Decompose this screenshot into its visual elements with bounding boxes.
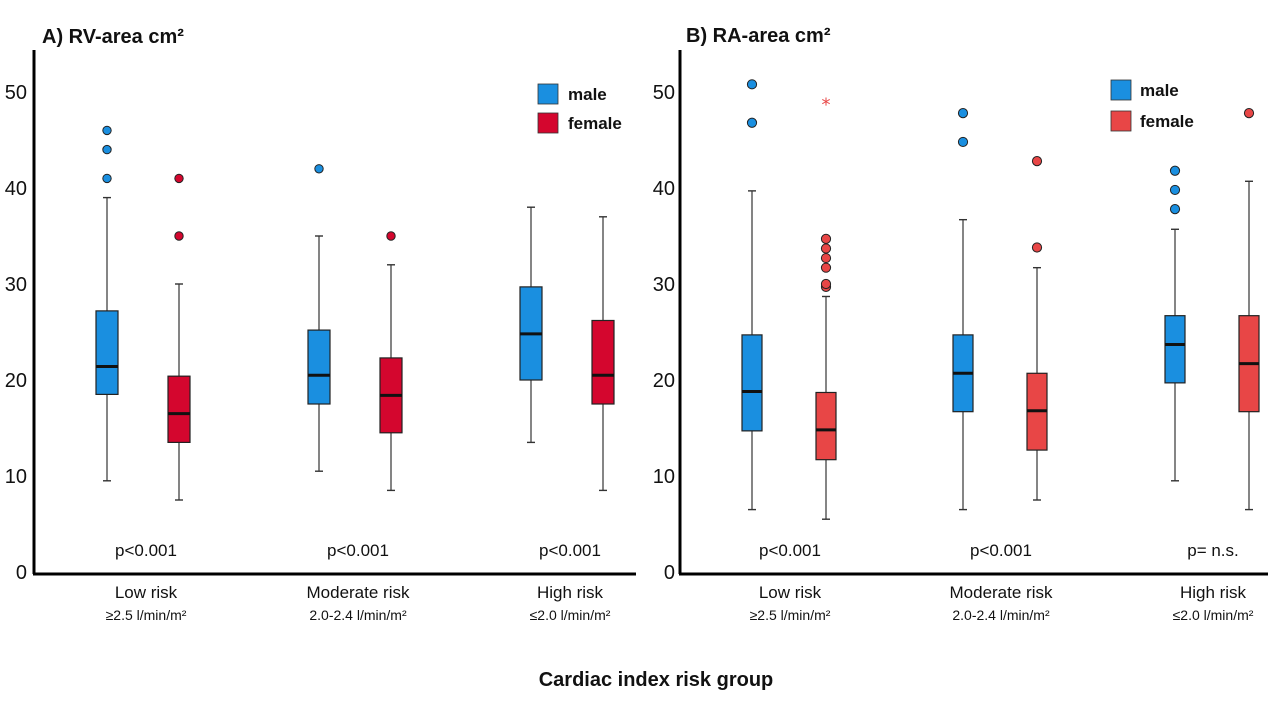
outlier-point [386,231,396,241]
legend-female-swatch [537,112,559,134]
y-tick-label-a-40: 40 [5,178,27,200]
y-tick-label-b-30: 30 [653,274,675,296]
box-b-female-2 [1238,108,1260,511]
p-value-a-2: p<0.001 [539,541,601,560]
p-value-b-0: p<0.001 [759,541,821,560]
x-category-label-b-2: High risk [1180,583,1247,602]
outlier-point [746,117,758,128]
p-value-b-2: p= n.s. [1187,541,1239,560]
outlier-point [1169,184,1181,196]
outlier-point [1031,242,1043,253]
y-tick-label-a-10: 10 [5,466,27,488]
x-category-sublabel-b-1: 2.0-2.4 l/min/m² [952,607,1050,623]
box-iqr [167,375,191,444]
box-b-male-1 [952,108,974,511]
shared-x-axis-label: Cardiac index risk group [539,669,774,691]
outlier-point [102,125,112,136]
box-iqr [815,391,837,461]
legend-female-label-b: female [1140,112,1194,131]
x-category-label-a-0: Low risk [115,583,178,602]
outlier-point [820,252,832,264]
x-category-sublabel-a-2: ≤2.0 l/min/m² [530,607,611,623]
legend-male-label: male [568,85,607,104]
outlier-point [174,173,184,184]
panel-a-plot: 0 10 20 30 40 50 p<0.001 Low risk ≥2.5 l/min/m² p… [5,50,636,623]
outlier-point [314,164,324,174]
x-category-label-a-1: Moderate risk [307,583,410,602]
y-tick-label-a-30: 30 [5,274,27,296]
box-a-female-2 [591,216,615,492]
p-value-b-1: p<0.001 [970,541,1032,560]
outlier-point [820,262,832,273]
outlier-point [820,233,832,244]
legend-female-label: female [568,114,622,133]
outlier-point [957,108,969,119]
box-iqr [591,319,615,405]
x-category-label-a-2: High risk [537,583,604,602]
box-iqr [95,310,119,396]
y-tick-label-b-0: 0 [664,562,675,584]
box-a-male-2 [519,206,543,444]
panel-a-legend: male female [537,83,622,134]
box-a-female-0 [167,173,191,501]
outlier-point [1031,156,1043,167]
panel-b-title: B) RA-area cm² [686,25,831,47]
extreme-point: * [822,95,831,116]
outlier-point [102,144,112,155]
box-b-female-0: * [815,95,837,520]
outlier-point [746,79,758,90]
panel-b-plot: 0 10 20 30 40 50 p<0.001 Low risk ≥2.5 l/min/m² p… [653,50,1268,623]
outlier-point [820,278,832,290]
box-b-female-1 [1026,156,1048,501]
box-a-female-1 [379,231,403,492]
p-value-a-1: p<0.001 [327,541,389,560]
p-value-a-0: p<0.001 [115,541,177,560]
x-category-sublabel-b-2: ≤2.0 l/min/m² [1173,607,1254,623]
box-a-male-0 [95,125,119,482]
y-tick-label-a-0: 0 [16,562,27,584]
legend-male-swatch-b [1110,79,1132,101]
x-category-label-b-0: Low risk [759,583,822,602]
panel-b-legend: male female [1110,79,1194,132]
box-iqr [741,334,763,432]
outlier-point [957,136,969,148]
x-category-sublabel-b-0: ≥2.5 l/min/m² [750,607,831,623]
y-tick-label-b-50: 50 [653,82,675,104]
y-tick-label-a-50: 50 [5,82,27,104]
box-iqr [307,329,331,405]
y-tick-label-b-10: 10 [653,466,675,488]
outlier-point [1169,204,1181,215]
y-tick-label-b-20: 20 [653,370,675,392]
outlier-point [1243,108,1255,119]
box-iqr [1164,315,1186,384]
outlier-point [102,173,112,184]
x-category-label-b-1: Moderate risk [950,583,1053,602]
outlier-point [174,231,184,241]
outlier-point [1169,165,1181,176]
box-a-male-1 [307,164,331,472]
box-b-male-0 [741,79,763,511]
legend-male-swatch [537,83,559,105]
y-tick-label-b-40: 40 [653,178,675,200]
box-b-male-2 [1164,165,1186,482]
panel-a-title: A) RV-area cm² [42,26,184,48]
legend-male-label-b: male [1140,81,1179,100]
legend-female-swatch-b [1110,110,1132,132]
y-tick-label-a-20: 20 [5,370,27,392]
outlier-point [820,243,832,254]
x-category-sublabel-a-1: 2.0-2.4 l/min/m² [309,607,407,623]
x-category-sublabel-a-0: ≥2.5 l/min/m² [106,607,187,623]
